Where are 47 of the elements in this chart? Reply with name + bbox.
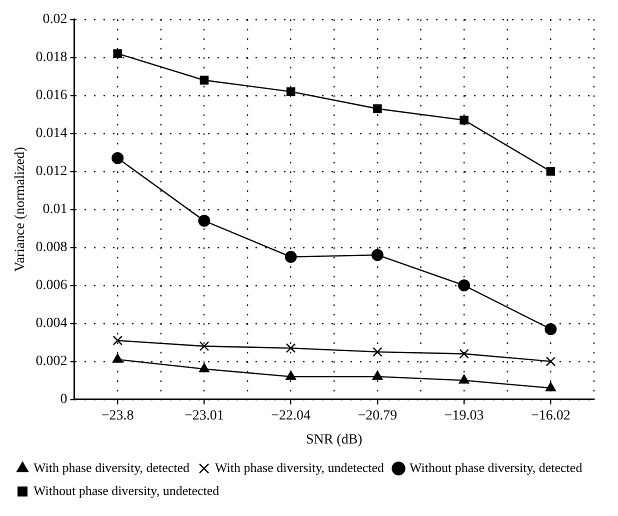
point [112,354,123,363]
point [198,363,210,372]
y-tick-label: 0.02 [42,12,68,28]
x-tick-label: −19.03 [444,408,484,424]
x-tick-label: −16.02 [530,408,570,424]
y-tick-label: 0.006 [36,278,68,294]
point [546,167,556,176]
y-tick-label: 0.002 [36,354,68,370]
point [286,370,296,380]
y-tick-label: 0.012 [36,164,68,180]
x-tick-label: −20.79 [358,408,398,424]
y-tick-label: 0.004 [36,316,68,332]
point [460,116,468,124]
legend-label: Without phase diversity, undetected [34,482,220,498]
x-tick-label: −23.01 [184,408,224,424]
y-tick-label: 0.016 [36,88,68,104]
point [372,347,382,357]
y-axis-title: Variance (normalized) [13,146,28,272]
point [198,214,210,227]
point [373,104,382,114]
point [544,323,557,336]
y-tick-label: 0.01 [42,202,68,218]
x-tick-label: −23.8 [101,408,134,424]
point [113,49,122,58]
point [112,336,122,346]
y-tick-label: 0 [60,392,68,408]
x-tick-label: −22.04 [271,408,311,424]
legend-label: Without phase diversity, detected [410,460,583,475]
point [199,341,210,352]
legend-label: With phase diversity, undetected [215,460,385,475]
y-tick-label: 0.018 [36,50,68,66]
point [459,348,469,359]
point [200,76,209,85]
point [284,250,297,263]
legend-label: With phase diversity, detected [34,460,190,475]
point [286,87,296,96]
point [286,343,296,353]
point [546,356,556,366]
x-axis-title: SNR (dB) [306,432,363,448]
point [371,249,384,261]
y-tick-label: 0.008 [36,240,68,256]
point [458,279,470,292]
point [112,152,124,164]
point [458,374,470,384]
point [545,382,556,392]
point [372,370,383,380]
y-tick-label: 0.014 [36,126,68,142]
